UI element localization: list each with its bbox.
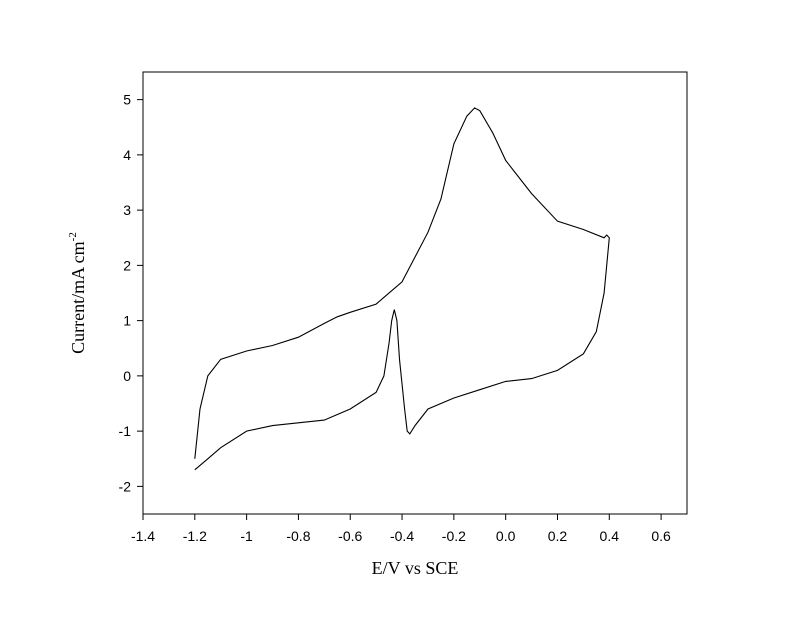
x-axis-label: E/V vs SCE [372, 558, 459, 578]
x-tick-label: -0.4 [390, 528, 414, 544]
x-tick-label: 0.4 [600, 528, 620, 544]
data-line [194, 107, 610, 471]
y-tick-label: 5 [123, 92, 131, 108]
x-tick-label: -1.2 [183, 528, 207, 544]
x-tick-label: -1 [240, 528, 253, 544]
y-tick-label: -2 [119, 478, 132, 494]
x-tick-label: -0.8 [286, 528, 310, 544]
x-tick-label: -1.4 [131, 528, 155, 544]
x-tick-label: 0.2 [548, 528, 568, 544]
plot-frame [142, 71, 688, 515]
x-tick-label: -0.2 [442, 528, 466, 544]
y-tick-label: 3 [123, 202, 131, 218]
x-tick-label: -0.6 [338, 528, 362, 544]
y-axis-label-superscript: -2 [67, 232, 79, 241]
y-tick-label: 2 [123, 257, 131, 273]
y-axis-label: Current/mA cm-2 [67, 232, 88, 354]
x-tick-label: 0.0 [496, 528, 516, 544]
y-tick-label: 0 [123, 368, 131, 384]
y-tick-label: 1 [123, 313, 131, 329]
y-axis-label-text: Current/mA cm [68, 241, 88, 353]
x-tick-label: 0.6 [651, 528, 671, 544]
y-tick-label: -1 [119, 423, 132, 439]
y-tick-label: 4 [123, 147, 131, 163]
